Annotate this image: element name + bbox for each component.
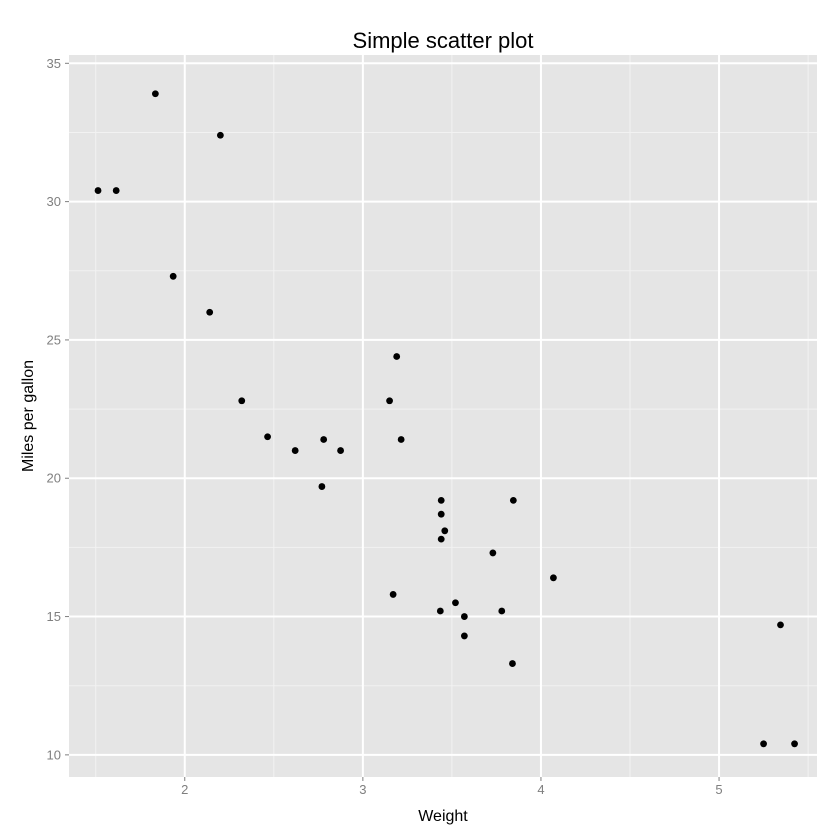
- data-point: [320, 436, 328, 443]
- data-point: [441, 527, 449, 535]
- data-point: [498, 607, 506, 615]
- data-points: [94, 90, 798, 748]
- data-point: [437, 535, 445, 543]
- data-point: [397, 436, 405, 443]
- y-tick-label: 35: [47, 56, 61, 71]
- y-axis-title: Miles per gallon: [20, 360, 37, 472]
- data-point: [489, 549, 497, 557]
- data-point: [509, 660, 516, 667]
- x-tick-label: 3: [359, 782, 366, 797]
- data-point: [437, 510, 445, 518]
- x-tick-label: 2: [181, 782, 188, 797]
- data-point: [238, 397, 246, 405]
- data-point: [509, 496, 517, 504]
- data-point: [452, 599, 459, 607]
- y-tick-label: 30: [47, 194, 61, 209]
- data-point: [318, 483, 326, 490]
- data-point: [337, 447, 344, 454]
- data-point: [264, 433, 271, 441]
- x-tick-label: 4: [537, 782, 544, 797]
- data-point: [169, 272, 177, 280]
- x-axis-ticks: 2 3 4 5: [181, 777, 723, 797]
- data-point: [94, 187, 102, 194]
- x-tick-label: 5: [715, 782, 722, 797]
- data-point: [386, 397, 393, 405]
- data-point: [760, 740, 767, 748]
- data-point: [437, 496, 445, 504]
- plot-panel: [69, 55, 817, 777]
- data-point: [151, 90, 159, 98]
- data-point: [777, 621, 784, 629]
- data-point: [112, 187, 120, 194]
- y-tick-label: 15: [47, 609, 61, 624]
- minor-grid: [69, 55, 817, 777]
- data-point: [393, 353, 401, 360]
- x-axis-title: Weight: [418, 808, 468, 825]
- data-point: [550, 574, 557, 582]
- data-point: [206, 308, 214, 316]
- data-point: [389, 591, 397, 598]
- chart-title: Simple scatter plot: [353, 28, 534, 53]
- data-point: [460, 613, 468, 620]
- data-point: [291, 447, 299, 454]
- y-tick-label: 10: [47, 747, 61, 762]
- y-tick-label: 20: [47, 471, 61, 486]
- y-tick-label: 25: [47, 332, 61, 347]
- data-point: [791, 740, 798, 748]
- y-axis-ticks: 10 15 20 25 30 35: [47, 56, 69, 762]
- data-point: [460, 632, 468, 640]
- major-grid: [69, 55, 817, 777]
- data-point: [216, 131, 224, 139]
- data-point: [436, 607, 444, 615]
